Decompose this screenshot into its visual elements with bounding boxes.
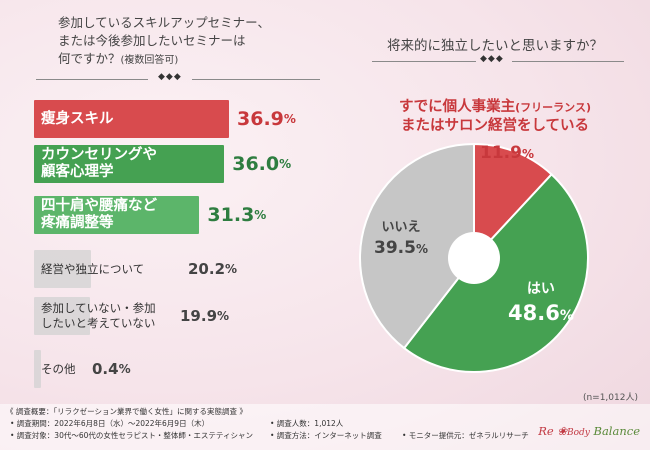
right-panel: 将来的に独立したいと思いますか？ ◆◆◆	[340, 0, 650, 400]
bar-label: 経営や独立について	[41, 250, 144, 288]
logo-re: Re	[538, 424, 554, 438]
bar-label: 参加していない・参加 したいと考えていない	[41, 297, 156, 335]
bar-value-number: 31.3	[207, 204, 255, 226]
right-diamonds: ◆◆◆	[480, 54, 504, 64]
bar-value: 36.0%	[232, 145, 291, 183]
bar-label-line: 経営や独立について	[41, 261, 145, 276]
footer-target: • 調査対象：30代〜60代の女性セラピスト・整体師・エステティシャン	[10, 431, 253, 440]
bar-label-line: 疼痛調整等	[41, 215, 114, 231]
bar-label-line: 瘦身スキル	[41, 110, 114, 127]
left-question-line3: 何ですか？(複数回答可)	[58, 50, 328, 70]
bar-value: 0.4%	[92, 350, 131, 388]
bar-label: その他	[41, 350, 76, 388]
left-diamonds: ◆◆◆	[158, 72, 182, 82]
left-question-note: (複数回答可)	[120, 55, 179, 66]
bar-value-unit: %	[254, 208, 267, 222]
right-divider-2	[512, 61, 624, 62]
right-question-title: 将来的に独立したいと思いますか？	[387, 38, 603, 54]
bar-value: 36.9%	[237, 100, 296, 138]
bar-value-unit: %	[279, 157, 292, 171]
left-question-line2: または今後参加したいセミナーは	[58, 33, 246, 48]
bar-value-number: 20.2	[188, 260, 226, 278]
pie-callout-line1: すでに個人事業主(フリーランス)	[340, 98, 650, 117]
bar-value-unit: %	[217, 309, 230, 323]
logo-rose-icon: ❀	[557, 424, 567, 438]
bar-value-number: 36.0	[232, 153, 280, 175]
bar-value: 20.2%	[188, 250, 237, 288]
footer-method: • 調査方法：インターネット調査	[270, 431, 382, 440]
bar	[34, 350, 41, 388]
bar-value-unit: %	[283, 112, 296, 126]
logo-body: Body	[566, 428, 590, 438]
pie-callout-line2: またはサロン経営をしている	[400, 118, 590, 134]
sample-size-label: (n=1,012人)	[582, 393, 638, 403]
pie-label-no: いいえ 39.5%	[374, 218, 428, 260]
left-divider-1	[36, 79, 148, 80]
right-divider-1	[372, 61, 476, 62]
bar	[34, 196, 200, 234]
bar-value: 19.9%	[180, 297, 229, 335]
footer-overview: 《 調査概要：「リラクゼーション業界で働く女性」に関する実態調査 》	[6, 407, 247, 416]
left-question-line1: 参加しているスキルアップセミナー、	[58, 15, 271, 30]
bar-label: 瘦身スキル	[41, 100, 114, 138]
pie-label-already-unit: %	[521, 147, 534, 161]
bar	[34, 297, 90, 335]
bar-label-line: 顧客心理学	[41, 164, 114, 180]
bar	[34, 250, 91, 288]
pie-label-no-text: いいえ	[381, 220, 421, 235]
bar-value-unit: %	[225, 262, 238, 276]
pie-label-no-unit: %	[415, 242, 428, 256]
pie-label-no-pct: 39.5	[374, 238, 416, 258]
bar-value-unit: %	[118, 362, 131, 376]
pie-callout-note: (フリーランス)	[515, 101, 591, 114]
bar-label: カウンセリングや 顧客心理学	[41, 145, 157, 183]
bar-label-line: カウンセリングや	[41, 147, 157, 163]
bar-value-number: 0.4	[92, 360, 119, 378]
left-question-main: 何ですか？	[58, 51, 121, 66]
left-divider-2	[192, 79, 320, 80]
bar-value-number: 36.9	[237, 108, 284, 130]
pie-callout-main: すでに個人事業主	[399, 99, 516, 115]
bar-label: 四十肩や腰痛など 疼痛調整等	[41, 196, 157, 234]
bar	[34, 145, 225, 183]
pie-label-already: 11.9%	[480, 143, 534, 163]
pie-label-yes-text: はい	[526, 281, 555, 297]
left-question-title: 参加しているスキルアップセミナー、 または今後参加したいセミナーは 何ですか？(…	[58, 14, 328, 70]
pie-label-yes-pct: 48.6	[508, 301, 560, 325]
bar-label-line: したいと考えていない	[41, 316, 156, 330]
pie-callout: すでに個人事業主(フリーランス) またはサロン経営をしている	[340, 98, 650, 135]
brand-logo: Re ❀Body Balance	[538, 424, 640, 438]
bar-value-number: 19.9	[180, 307, 218, 325]
bar-label-line: 参加していない・参加	[41, 301, 156, 315]
logo-balance: Balance	[593, 424, 641, 438]
footer-people: • 調査人数：1,012人	[270, 419, 344, 428]
footer-provider: • モニター提供元：ゼネラルリサーチ	[402, 431, 529, 440]
pie-label-already-pct: 11.9	[480, 143, 522, 163]
survey-footer: 《 調査概要：「リラクゼーション業界で働く女性」に関する実態調査 》 • 調査期…	[0, 404, 650, 450]
bar-value: 31.3%	[207, 196, 266, 234]
pie-label-yes-unit: %	[559, 308, 574, 324]
bar-label-line: 四十肩や腰痛など	[41, 198, 157, 214]
bar	[34, 100, 229, 138]
pie-label-yes: はい 48.6%	[508, 277, 574, 328]
bar-label-line: その他	[41, 361, 76, 376]
left-panel: 参加しているスキルアップセミナー、 または今後参加したいセミナーは 何ですか？(…	[0, 0, 340, 400]
footer-period: • 調査期間：2022年6月8日（水）〜2022年6月9日（木）	[10, 419, 210, 428]
